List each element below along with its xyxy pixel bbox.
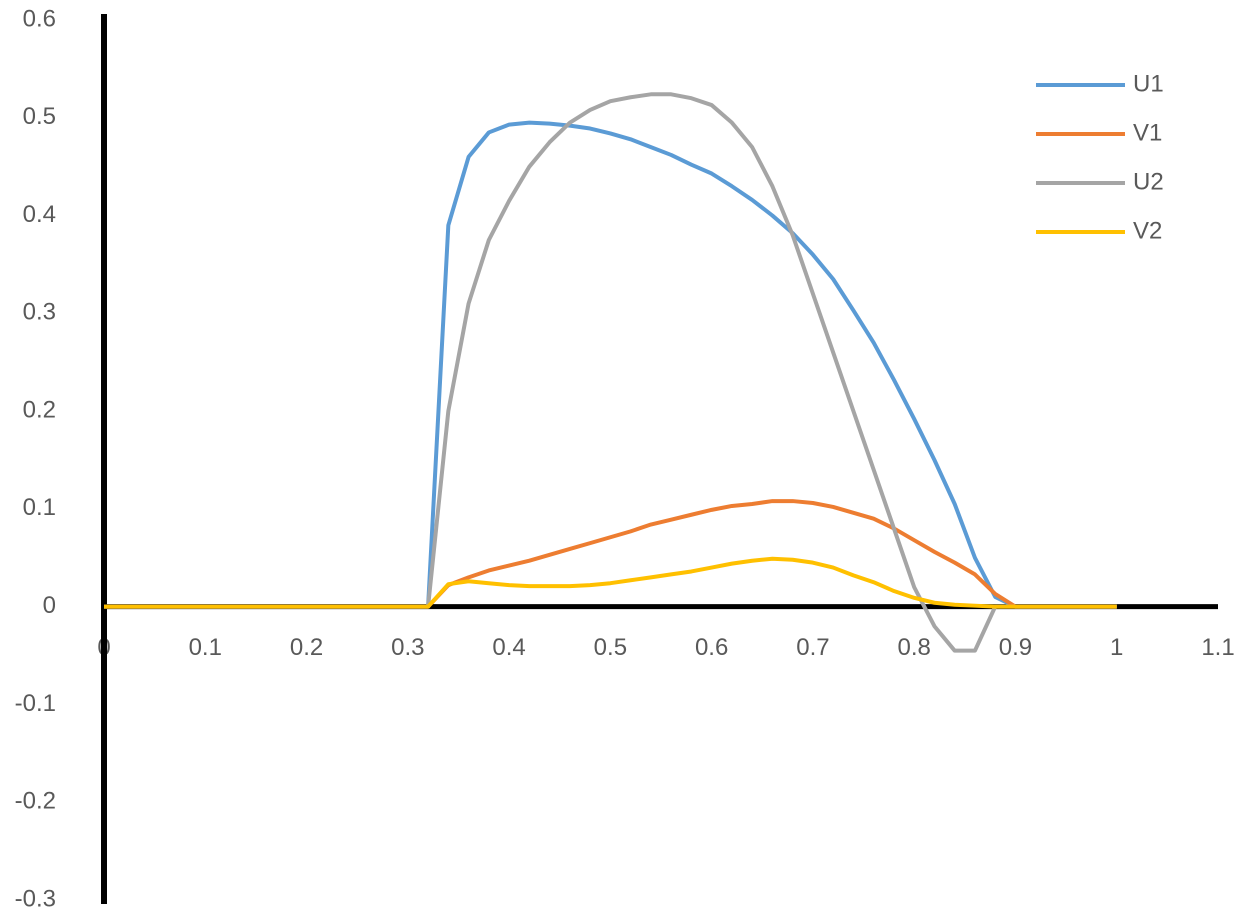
y-tick-label: -0.1 [15,690,56,717]
legend-label: V1 [1133,119,1162,146]
y-tick-label: 0.4 [23,201,56,228]
y-tick-label: -0.3 [15,885,56,912]
x-tick-label: 0.5 [594,634,627,661]
y-tick-label: 0.6 [23,5,56,32]
series-line [104,499,1117,609]
x-tick-label: 0.3 [391,634,424,661]
y-tick-label: -0.2 [15,788,56,815]
y-tick-label: 0.5 [23,103,56,130]
x-tick-label: 0.8 [897,634,930,661]
legend-label: U2 [1133,168,1164,195]
x-tick-label: 0.9 [999,634,1032,661]
x-tick-label: 0.1 [189,634,222,661]
x-tick-label: 0.2 [290,634,323,661]
y-tick-label: 0.2 [23,396,56,423]
series-line [104,556,1117,609]
legend-label: V2 [1133,217,1162,244]
x-tick-label: 1.1 [1201,634,1234,661]
y-tick-label: 0 [43,592,56,619]
x-tick-label: 0.6 [695,634,728,661]
x-tick-label: 0.4 [492,634,525,661]
x-tick-label: 0.7 [796,634,829,661]
legend-label: U1 [1133,70,1164,97]
y-tick-label: 0.1 [23,494,56,521]
y-tick-label: 0.3 [23,299,56,326]
x-tick-label: 1 [1110,634,1123,661]
series-line [104,120,1117,609]
